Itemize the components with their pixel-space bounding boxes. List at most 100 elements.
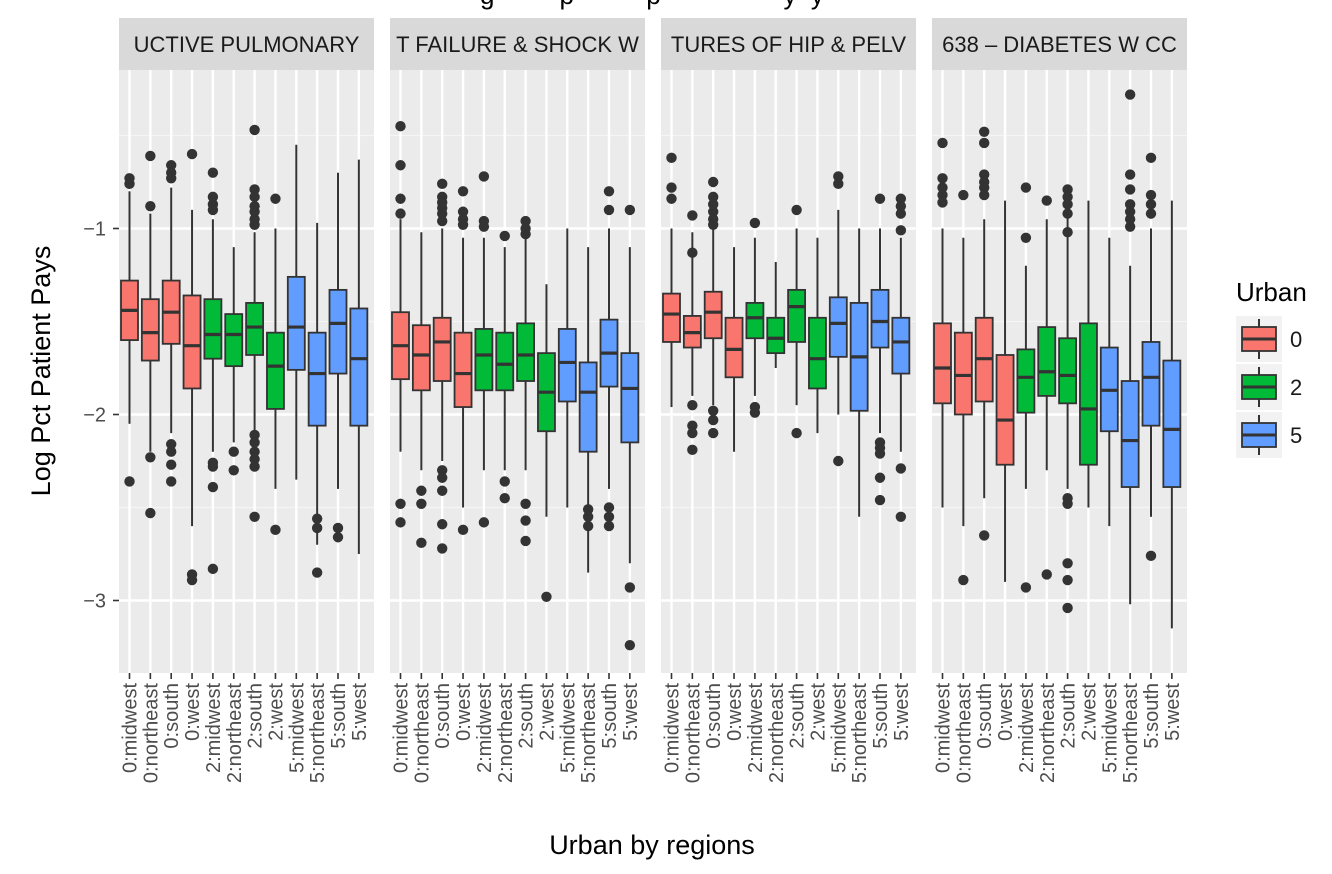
x-tick-label: 5:west xyxy=(349,683,371,741)
x-tick-label: 0:midwest xyxy=(933,683,955,773)
outlier-point xyxy=(1062,574,1073,586)
outlier-point xyxy=(207,481,219,493)
outlier-point xyxy=(311,522,323,534)
x-tick-label: 5:midwest xyxy=(286,683,308,773)
boxplot xyxy=(224,247,244,476)
outlier-point xyxy=(311,567,323,578)
outlier-point xyxy=(895,200,907,212)
box-iqr xyxy=(1037,326,1057,397)
outlier-point xyxy=(395,498,406,509)
facet-panel: 638 – DIABETES W CC0:midwest0:northeast0… xyxy=(932,18,1187,783)
outlier-point xyxy=(1020,232,1032,243)
outlier-point xyxy=(416,485,427,496)
box-iqr xyxy=(620,352,640,444)
x-tick-label: 0:northeast xyxy=(411,683,433,784)
outlier-point xyxy=(1124,206,1136,217)
box-iqr xyxy=(245,301,265,356)
outlier-point xyxy=(1020,182,1032,193)
x-tick-label: 2:midwest xyxy=(745,683,767,773)
x-tick-label: 2:west xyxy=(265,683,287,741)
outlier-point xyxy=(437,465,448,476)
outlier-point xyxy=(249,124,260,136)
legend-label: 0 xyxy=(1290,327,1302,352)
boxplot xyxy=(1058,184,1077,614)
outlier-point xyxy=(437,472,448,483)
x-tick-label: 2:west xyxy=(1078,683,1100,741)
outlier-point xyxy=(895,225,907,236)
boxplot xyxy=(328,172,348,543)
box-iqr xyxy=(787,288,806,343)
y-axis: −1 −2 −3 xyxy=(83,219,119,613)
outlier-point xyxy=(979,530,990,541)
boxplot xyxy=(120,173,139,487)
x-tick-label: 0:south xyxy=(161,683,183,749)
boxplot xyxy=(953,189,973,586)
box-iqr xyxy=(557,328,577,403)
outlier-point xyxy=(249,453,260,465)
x-axis-title: Urban by regions xyxy=(549,830,755,860)
outlier-point xyxy=(937,197,948,208)
outlier-point xyxy=(937,182,948,193)
outlier-point xyxy=(499,230,510,242)
outlier-point xyxy=(249,446,260,457)
outlier-point xyxy=(874,472,886,483)
box-iqr xyxy=(495,331,515,392)
boxplot xyxy=(474,171,494,528)
outlier-point xyxy=(145,452,156,463)
x-tick-label: 5:midwest xyxy=(828,683,850,773)
outlier-point xyxy=(1124,199,1136,210)
boxplot xyxy=(682,210,702,456)
box-iqr xyxy=(453,331,473,408)
x-tick-label: 2:south xyxy=(787,683,809,749)
box-iqr xyxy=(724,316,744,379)
outlier-point xyxy=(499,476,510,487)
outlier-point xyxy=(979,169,990,180)
x-tick-label: 2:west xyxy=(807,683,829,741)
outlier-point xyxy=(478,171,490,182)
outlier-point xyxy=(603,186,615,197)
outlier-point xyxy=(124,476,135,487)
box-iqr xyxy=(808,316,827,390)
box-iqr xyxy=(995,354,1015,466)
outlier-point xyxy=(249,461,260,472)
boxplot xyxy=(557,228,577,508)
outlier-point xyxy=(1062,498,1073,509)
outlier-point xyxy=(249,219,260,230)
box-iqr xyxy=(578,361,598,453)
boxplot xyxy=(286,144,306,480)
outlier-point xyxy=(1124,169,1136,180)
facet-panel: UCTIVE PULMONARY 0:midwest0:northeast0:so… xyxy=(119,18,374,783)
box-iqr xyxy=(516,322,535,382)
box-iqr xyxy=(349,307,369,427)
outlier-point xyxy=(1041,195,1052,206)
legend-label: 2 xyxy=(1290,375,1302,400)
boxplot xyxy=(578,247,598,573)
boxplot xyxy=(1079,200,1098,508)
y-tick-label: −3 xyxy=(83,591,106,613)
outlier-point xyxy=(186,148,198,160)
outlier-point xyxy=(708,219,719,230)
boxplot xyxy=(453,186,473,536)
x-tick-label: 0:northeast xyxy=(953,683,975,784)
outlier-point xyxy=(437,485,448,496)
boxplot xyxy=(995,200,1015,582)
box-iqr xyxy=(1162,359,1182,488)
outlier-point xyxy=(874,448,886,459)
outlier-point xyxy=(937,173,948,184)
outlier-point xyxy=(270,524,281,536)
legend-label: 5 xyxy=(1290,423,1302,448)
boxplot xyxy=(182,148,202,586)
outlier-point xyxy=(478,221,490,232)
outlier-point xyxy=(395,208,406,219)
outlier-point xyxy=(749,217,761,229)
outlier-point xyxy=(979,137,990,149)
outlier-point xyxy=(166,173,177,184)
facet-label: 638 – DIABETES W CC xyxy=(942,32,1177,57)
facet-strip xyxy=(119,18,374,70)
boxplot xyxy=(724,247,744,452)
x-tick-label: 2:midwest xyxy=(203,683,225,773)
x-tick-label: 5:south xyxy=(599,683,621,749)
outlier-point xyxy=(1145,189,1157,201)
x-tick-label: 5:northeast xyxy=(307,683,329,784)
